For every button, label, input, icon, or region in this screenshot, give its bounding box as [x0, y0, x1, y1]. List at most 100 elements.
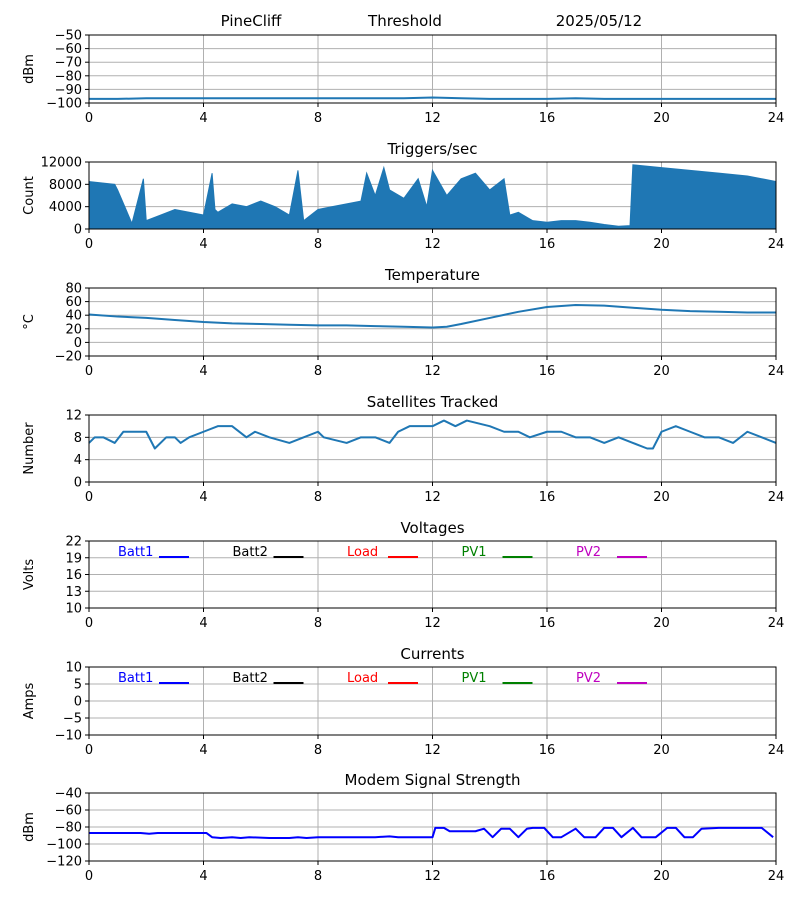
x-tick-label: 24 [768, 490, 785, 505]
chart-title: Satellites Tracked [367, 393, 498, 411]
x-tick-label: 20 [653, 111, 670, 126]
x-tick-label: 0 [85, 237, 93, 252]
legend-label: Batt2 [233, 545, 268, 560]
chart-title: Voltages [400, 519, 464, 537]
chart-modem: 0 4 8 12 16 20 24 −40 −60 −80 −100 −120 Modem Signal… [22, 771, 784, 884]
x-tick-label: 8 [314, 616, 322, 631]
x-tick-label: 16 [539, 364, 556, 379]
x-tick-label: 20 [653, 616, 670, 631]
series-line-0 [89, 826, 774, 840]
legend-label: Load [347, 671, 378, 686]
y-tick-label: 4 [74, 453, 82, 468]
y-tick-label: −100 [46, 838, 82, 853]
header-date: 2025/05/12 [556, 12, 642, 30]
x-tick-label: 12 [424, 743, 441, 758]
y-tick-label: 13 [65, 585, 82, 600]
y-tick-label: 22 [65, 535, 82, 550]
x-tick-label: 4 [199, 364, 207, 379]
y-tick-label: −90 [55, 83, 82, 98]
x-tick-label: 20 [653, 869, 670, 884]
x-tick-label: 0 [85, 364, 93, 379]
y-tick-label: 10 [65, 602, 82, 617]
y-tick-label: −50 [55, 29, 82, 44]
y-tick-label: −60 [55, 42, 82, 57]
series-line-0 [88, 304, 776, 329]
y-tick-label: 40 [65, 309, 82, 324]
x-tick-label: 12 [424, 111, 441, 126]
x-tick-label: 24 [768, 237, 785, 252]
legend-label: Batt2 [233, 671, 268, 686]
x-tick-label: 20 [653, 364, 670, 379]
y-tick-label: 20 [65, 322, 82, 337]
y-tick-label: −40 [55, 787, 82, 802]
y-tick-label: 8000 [49, 178, 82, 193]
y-tick-label: 12 [65, 409, 82, 424]
chart-title: Modem Signal Strength [345, 771, 521, 789]
x-tick-label: 8 [314, 237, 322, 252]
x-tick-label: 16 [539, 490, 556, 505]
y-tick-label: −100 [46, 97, 82, 112]
x-tick-label: 16 [539, 237, 556, 252]
y-axis-label: Number [22, 422, 37, 475]
header-station: PineCliff [221, 12, 282, 30]
legend-label: Load [347, 545, 378, 560]
x-tick-label: 0 [85, 490, 93, 505]
x-tick-label: 24 [768, 111, 785, 126]
x-tick-label: 16 [539, 616, 556, 631]
x-tick-label: 12 [424, 490, 441, 505]
y-axis-label: Count [22, 176, 37, 215]
x-tick-label: 20 [653, 743, 670, 758]
x-tick-label: 8 [314, 490, 322, 505]
x-tick-label: 12 [424, 616, 441, 631]
x-tick-label: 16 [539, 869, 556, 884]
y-tick-label: −20 [55, 350, 82, 365]
chart-title: Temperature [384, 266, 480, 284]
legend-label: PV2 [576, 671, 601, 686]
y-tick-label: −60 [55, 804, 82, 819]
x-tick-label: 12 [424, 364, 441, 379]
legend-label: Batt1 [118, 671, 153, 686]
x-tick-label: 0 [85, 743, 93, 758]
x-tick-label: 4 [199, 237, 207, 252]
chart-triggers: 0 4 8 12 16 20 24 12000 8000 4000 0 Triggers/sec Cou… [22, 140, 784, 252]
chart-satellites: 0 4 8 12 16 20 24 12 8 4 0 Satellites Tracked Number [22, 393, 784, 505]
x-tick-label: 8 [314, 111, 322, 126]
x-tick-label: 24 [768, 616, 785, 631]
y-tick-label: 12000 [41, 156, 82, 171]
legend-label: PV1 [462, 545, 487, 560]
y-tick-label: 19 [65, 551, 82, 566]
x-tick-label: 20 [653, 490, 670, 505]
y-axis-label: dBm [22, 54, 37, 84]
x-tick-label: 20 [653, 237, 670, 252]
x-tick-label: 4 [199, 616, 207, 631]
y-tick-label: 60 [65, 295, 82, 310]
y-axis-label: Amps [22, 682, 37, 719]
legend-label: PV1 [462, 671, 487, 686]
header-mode: Threshold [367, 12, 442, 30]
x-tick-label: 8 [314, 743, 322, 758]
y-tick-label: 4000 [49, 200, 82, 215]
x-tick-label: 24 [768, 743, 785, 758]
x-tick-label: 4 [199, 111, 207, 126]
y-tick-label: 80 [65, 282, 82, 297]
y-tick-label: 5 [74, 678, 82, 693]
legend-label: PV2 [576, 545, 601, 560]
y-tick-label: 0 [74, 336, 82, 351]
legend-label: Batt1 [118, 545, 153, 560]
y-axis-label: dBm [22, 812, 37, 842]
y-tick-label: 8 [74, 431, 82, 446]
x-tick-label: 24 [768, 364, 785, 379]
y-tick-label: −80 [55, 821, 82, 836]
x-tick-label: 12 [424, 869, 441, 884]
x-tick-label: 4 [199, 869, 207, 884]
y-tick-label: 0 [74, 695, 82, 710]
y-tick-label: 0 [74, 476, 82, 491]
y-axis-label: °C [22, 314, 37, 330]
y-tick-label: −10 [55, 729, 82, 744]
chart-currents: Batt1 Batt2 Load PV1 PV2 0 4 8 12 16 20 24 10 5 0 −5 −10… [22, 645, 784, 758]
series-line-0 [88, 419, 777, 450]
series-area-0 [88, 164, 777, 230]
